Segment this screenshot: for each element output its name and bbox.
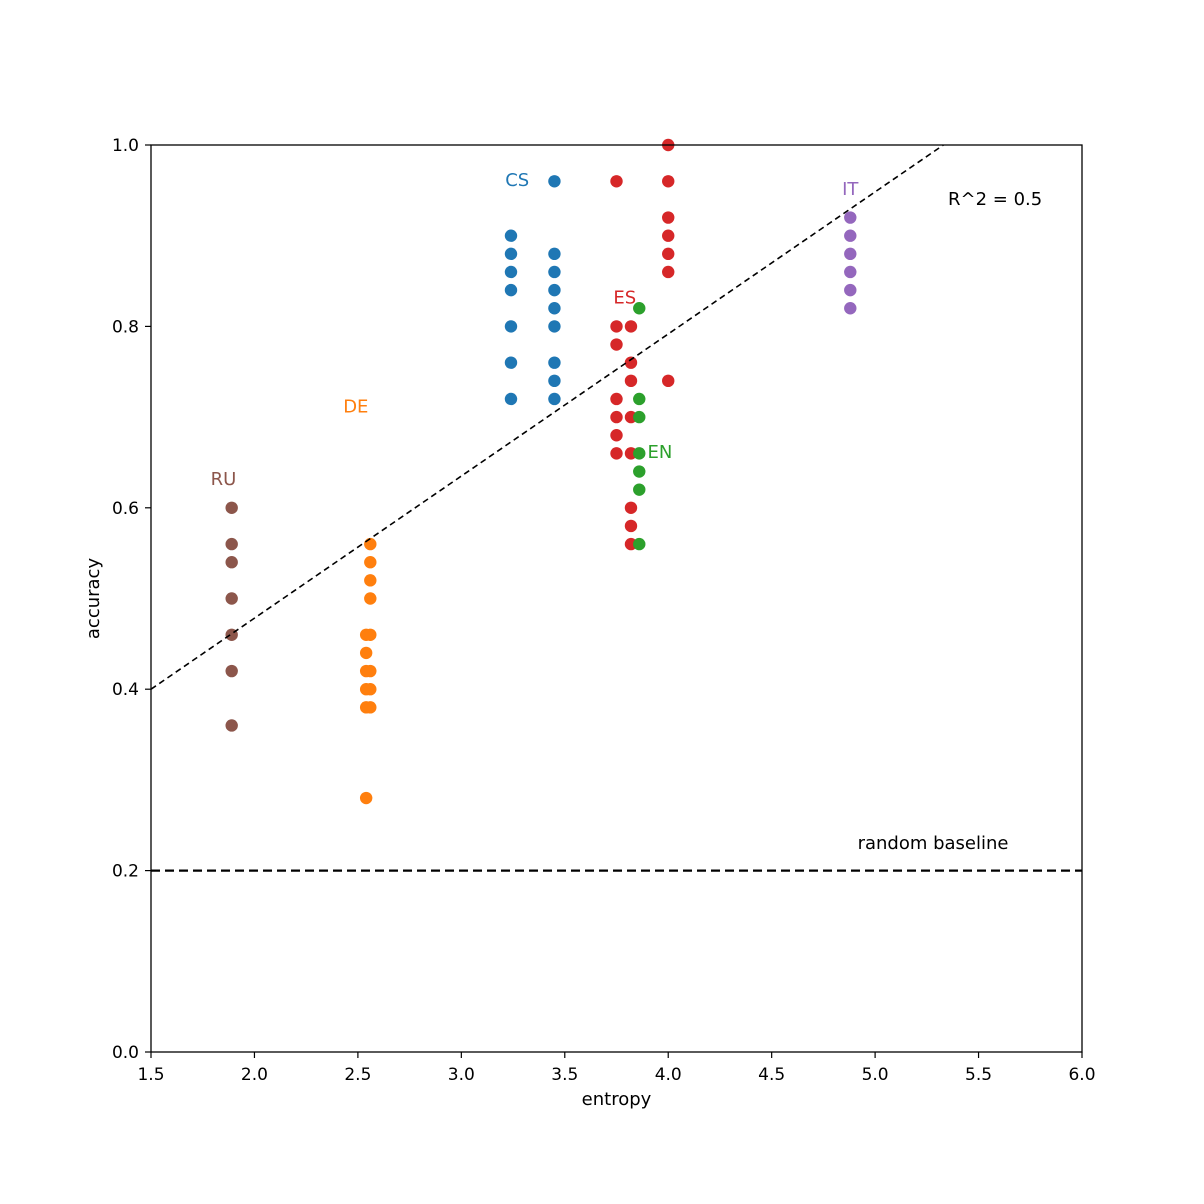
series-label-ru: RU bbox=[211, 469, 237, 490]
x-axis-label: entropy bbox=[582, 1089, 652, 1110]
x-tick-label: 6.0 bbox=[1068, 1065, 1095, 1085]
regression-fit-line bbox=[150, 144, 944, 690]
point-es bbox=[662, 229, 675, 242]
point-en bbox=[633, 537, 646, 551]
point-en bbox=[633, 410, 646, 424]
annotations: RU DE CS ES EN IT random baseline R^2 = 0.5 bbox=[211, 170, 1043, 854]
point-es bbox=[662, 374, 675, 388]
point-es bbox=[610, 447, 623, 460]
point-de bbox=[359, 646, 373, 660]
y-tick-label: 0.0 bbox=[112, 1043, 139, 1063]
x-tick-label: 3.0 bbox=[448, 1065, 475, 1085]
data-points bbox=[225, 138, 857, 805]
point-ru bbox=[225, 537, 238, 551]
point-es bbox=[662, 211, 675, 224]
point-ru bbox=[225, 664, 238, 678]
point-es bbox=[624, 374, 638, 388]
point-cs bbox=[504, 229, 518, 242]
point-es bbox=[624, 356, 638, 369]
point-de bbox=[364, 701, 377, 714]
series-label-cs: CS bbox=[505, 170, 529, 191]
point-en bbox=[633, 302, 646, 315]
point-de bbox=[364, 683, 377, 696]
point-cs bbox=[504, 356, 518, 369]
point-cs bbox=[504, 265, 518, 279]
baseline-label: random baseline bbox=[858, 833, 1009, 854]
x-tick-label: 3.5 bbox=[551, 1065, 578, 1085]
point-es bbox=[624, 320, 638, 333]
point-de bbox=[364, 556, 377, 569]
point-cs bbox=[548, 302, 561, 315]
x-tick-label: 4.5 bbox=[758, 1065, 785, 1085]
point-es bbox=[610, 429, 623, 442]
point-ru bbox=[225, 719, 238, 732]
point-es bbox=[610, 410, 623, 424]
point-it bbox=[844, 283, 857, 297]
x-tick-label: 4.0 bbox=[655, 1065, 682, 1085]
point-es bbox=[662, 265, 675, 279]
point-de bbox=[364, 628, 377, 641]
point-cs bbox=[504, 247, 518, 261]
point-en bbox=[633, 465, 646, 478]
point-cs bbox=[548, 356, 561, 369]
point-en bbox=[633, 392, 646, 406]
point-es bbox=[610, 392, 623, 406]
x-axis-ticks: 1.5 2.0 2.5 3.0 3.5 4.0 4.5 5.0 5.5 6.0 bbox=[137, 1052, 1096, 1085]
series-label-en: EN bbox=[648, 442, 673, 463]
point-de bbox=[364, 537, 377, 551]
y-axis-ticks: 0.0 0.2 0.4 0.6 0.8 1.0 bbox=[112, 136, 151, 1063]
point-it bbox=[844, 211, 857, 224]
point-es bbox=[662, 247, 675, 261]
point-en bbox=[633, 447, 646, 460]
point-es bbox=[624, 501, 638, 514]
y-tick-label: 0.6 bbox=[112, 499, 139, 519]
point-ru bbox=[225, 592, 238, 605]
point-ru bbox=[225, 501, 238, 514]
x-tick-label: 2.5 bbox=[344, 1065, 371, 1085]
y-tick-label: 0.4 bbox=[112, 680, 139, 700]
point-cs bbox=[548, 247, 561, 261]
point-it bbox=[844, 302, 857, 315]
x-tick-label: 5.0 bbox=[862, 1065, 889, 1085]
point-ru bbox=[225, 556, 238, 569]
y-tick-label: 1.0 bbox=[112, 136, 139, 156]
r-squared-label: R^2 = 0.5 bbox=[948, 189, 1042, 210]
x-tick-label: 1.5 bbox=[137, 1065, 164, 1085]
point-it bbox=[844, 229, 857, 242]
reference-lines bbox=[150, 144, 1082, 872]
point-it bbox=[844, 265, 857, 279]
point-cs bbox=[548, 283, 561, 297]
y-tick-label: 0.8 bbox=[112, 317, 139, 337]
series-label-es: ES bbox=[613, 288, 636, 309]
point-cs bbox=[548, 175, 561, 188]
point-cs bbox=[548, 265, 561, 279]
y-axis-label: accuracy bbox=[83, 558, 104, 640]
point-de bbox=[359, 791, 373, 805]
axes-frame bbox=[150, 144, 1083, 1053]
point-de bbox=[364, 664, 377, 678]
point-de bbox=[364, 592, 377, 605]
point-cs bbox=[548, 320, 561, 333]
point-en bbox=[633, 483, 646, 496]
x-tick-label: 5.5 bbox=[965, 1065, 992, 1085]
point-es bbox=[610, 175, 623, 188]
point-cs bbox=[504, 320, 518, 333]
series-label-de: DE bbox=[343, 397, 368, 418]
point-cs bbox=[504, 392, 518, 406]
x-tick-label: 2.0 bbox=[241, 1065, 268, 1085]
point-es bbox=[610, 338, 623, 351]
point-es bbox=[610, 320, 623, 333]
point-es bbox=[624, 519, 638, 533]
point-cs bbox=[504, 283, 518, 297]
y-tick-label: 0.2 bbox=[112, 862, 139, 882]
point-de bbox=[364, 574, 377, 587]
point-cs bbox=[548, 392, 561, 406]
series-label-it: IT bbox=[842, 179, 859, 200]
point-cs bbox=[548, 374, 561, 388]
point-it bbox=[844, 247, 857, 261]
point-es bbox=[662, 175, 675, 188]
